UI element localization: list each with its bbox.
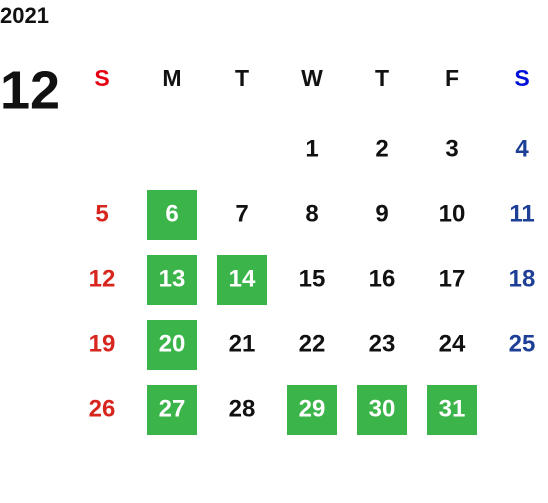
date: 31 [439,395,466,422]
highlight-box [147,255,197,305]
date: 16 [369,265,396,292]
date: 29 [299,395,326,422]
weekday-label: M [162,65,181,91]
date: 20 [159,330,186,357]
highlight-box [287,385,337,435]
date: 28 [229,395,256,422]
year: 2021 [0,3,49,28]
weekday-label: S [94,65,109,91]
date: 6 [165,200,178,227]
weekday-label: W [301,65,323,91]
date: 1 [305,135,318,162]
weekday-label: T [375,65,389,91]
date: 30 [369,395,396,422]
date: 11 [509,200,534,227]
date: 8 [305,200,318,227]
date: 14 [229,265,256,292]
highlight-box [147,320,197,370]
date: 27 [159,395,186,422]
date: 23 [369,330,396,357]
date: 24 [439,330,466,357]
date: 18 [509,265,536,292]
date: 25 [509,330,536,357]
date: 7 [235,200,248,227]
date: 2 [375,135,388,162]
date: 17 [439,265,466,292]
date: 12 [89,265,116,292]
date: 4 [515,135,529,162]
highlight-box [217,255,267,305]
month: 12 [0,60,60,120]
date: 13 [159,265,186,292]
highlight-box [427,385,477,435]
weekday-label: T [235,65,249,91]
highlight-box [147,385,197,435]
highlight-box [357,385,407,435]
highlight-box [147,190,197,240]
date: 9 [375,200,388,227]
date: 15 [299,265,326,292]
date: 22 [299,330,326,357]
weekday-label: F [445,65,459,91]
date: 19 [89,330,116,357]
date: 5 [95,200,108,227]
date: 21 [229,330,256,357]
date: 3 [445,135,458,162]
date: 26 [89,395,116,422]
date: 10 [439,200,466,227]
weekday-label: S [514,65,529,91]
